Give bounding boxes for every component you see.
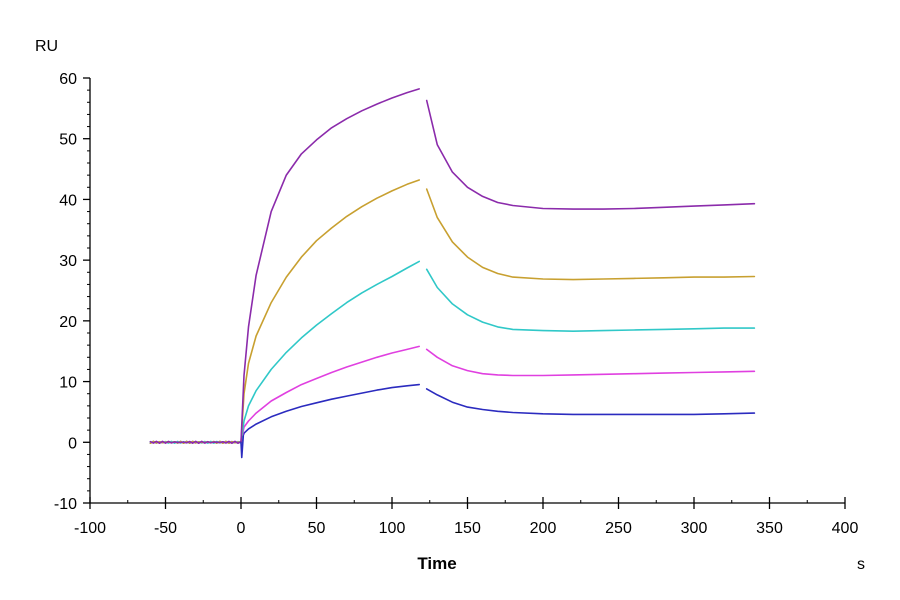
- series-dissociation-line: [425, 268, 756, 332]
- series-association-line: [240, 345, 420, 444]
- y-tick-label: -10: [54, 496, 77, 513]
- x-tick-label: 150: [454, 520, 481, 537]
- x-tick-label: 100: [379, 520, 406, 537]
- series-dissociation-line: [425, 388, 756, 416]
- x-tick-label: 50: [308, 520, 326, 537]
- series-3: [149, 260, 756, 444]
- x-tick-label: 200: [530, 520, 557, 537]
- x-tick-label: 350: [756, 520, 783, 537]
- y-tick-label: 30: [59, 253, 77, 270]
- series-association-line: [240, 383, 420, 444]
- x-tick-label: 400: [832, 520, 859, 537]
- x-tick-label: 0: [237, 520, 246, 537]
- y-axis: -10 0 10 20 30 40 50 60: [54, 71, 91, 513]
- series-4: [149, 179, 756, 444]
- y-tick-label: 10: [59, 375, 77, 392]
- y-tick-label: 20: [59, 314, 77, 331]
- y-unit-label: RU: [35, 38, 58, 55]
- series-dissociation-line: [425, 188, 756, 281]
- x-tick-label: 300: [681, 520, 708, 537]
- series-lines: [149, 88, 756, 459]
- x-axis-title: Time: [417, 554, 456, 573]
- series-dissociation-line: [425, 99, 756, 210]
- series-baseline-line: [149, 440, 242, 444]
- y-tick-label: 50: [59, 132, 77, 149]
- y-tick-label: 40: [59, 192, 77, 209]
- x-axis: -100 -50 0 50 100 150 200 250 300 350 400: [74, 497, 858, 537]
- injection-spike-line: [240, 435, 245, 459]
- series-baseline-line: [149, 440, 242, 444]
- series-5: [149, 88, 756, 444]
- series-association-line: [240, 179, 420, 444]
- x-tick-label: -100: [74, 520, 106, 537]
- x-tick-label: -50: [154, 520, 177, 537]
- series-association-line: [240, 88, 420, 444]
- x-unit-label: s: [857, 556, 865, 573]
- x-tick-label: 250: [605, 520, 632, 537]
- y-tick-label: 60: [59, 71, 77, 88]
- series-association-line: [240, 260, 420, 444]
- y-tick-label: 0: [68, 435, 77, 452]
- series-dissociation-line: [425, 348, 756, 377]
